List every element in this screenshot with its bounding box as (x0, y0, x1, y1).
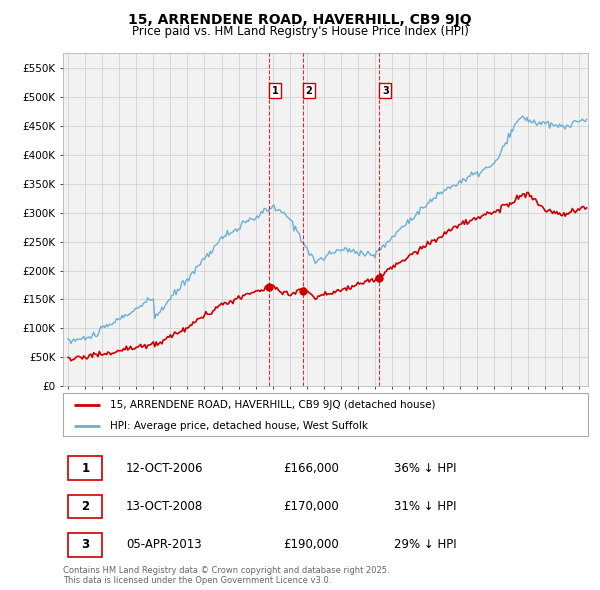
Text: HPI: Average price, detached house, West Suffolk: HPI: Average price, detached house, West… (110, 421, 368, 431)
Text: £170,000: £170,000 (284, 500, 339, 513)
Text: 15, ARRENDENE ROAD, HAVERHILL, CB9 9JQ (detached house): 15, ARRENDENE ROAD, HAVERHILL, CB9 9JQ (… (110, 400, 436, 409)
Text: 2: 2 (306, 86, 313, 96)
Text: 1: 1 (82, 461, 89, 475)
Text: 29% ↓ HPI: 29% ↓ HPI (394, 538, 457, 552)
Text: This data is licensed under the Open Government Licence v3.0.: This data is licensed under the Open Gov… (63, 576, 331, 585)
Text: 31% ↓ HPI: 31% ↓ HPI (394, 500, 456, 513)
Text: 36% ↓ HPI: 36% ↓ HPI (394, 461, 456, 475)
Text: Price paid vs. HM Land Registry's House Price Index (HPI): Price paid vs. HM Land Registry's House … (131, 25, 469, 38)
FancyBboxPatch shape (63, 393, 588, 435)
FancyBboxPatch shape (68, 495, 103, 518)
Text: 3: 3 (82, 538, 89, 552)
Text: £190,000: £190,000 (284, 538, 339, 552)
Text: 1: 1 (272, 86, 278, 96)
Text: 3: 3 (382, 86, 389, 96)
Text: Contains HM Land Registry data © Crown copyright and database right 2025.: Contains HM Land Registry data © Crown c… (63, 566, 389, 575)
Text: 13-OCT-2008: 13-OCT-2008 (126, 500, 203, 513)
Text: 2: 2 (82, 500, 89, 513)
Text: 05-APR-2013: 05-APR-2013 (126, 538, 202, 552)
Text: 15, ARRENDENE ROAD, HAVERHILL, CB9 9JQ: 15, ARRENDENE ROAD, HAVERHILL, CB9 9JQ (128, 13, 472, 27)
Text: 12-OCT-2006: 12-OCT-2006 (126, 461, 203, 475)
FancyBboxPatch shape (68, 533, 103, 556)
FancyBboxPatch shape (68, 457, 103, 480)
Text: £166,000: £166,000 (284, 461, 340, 475)
